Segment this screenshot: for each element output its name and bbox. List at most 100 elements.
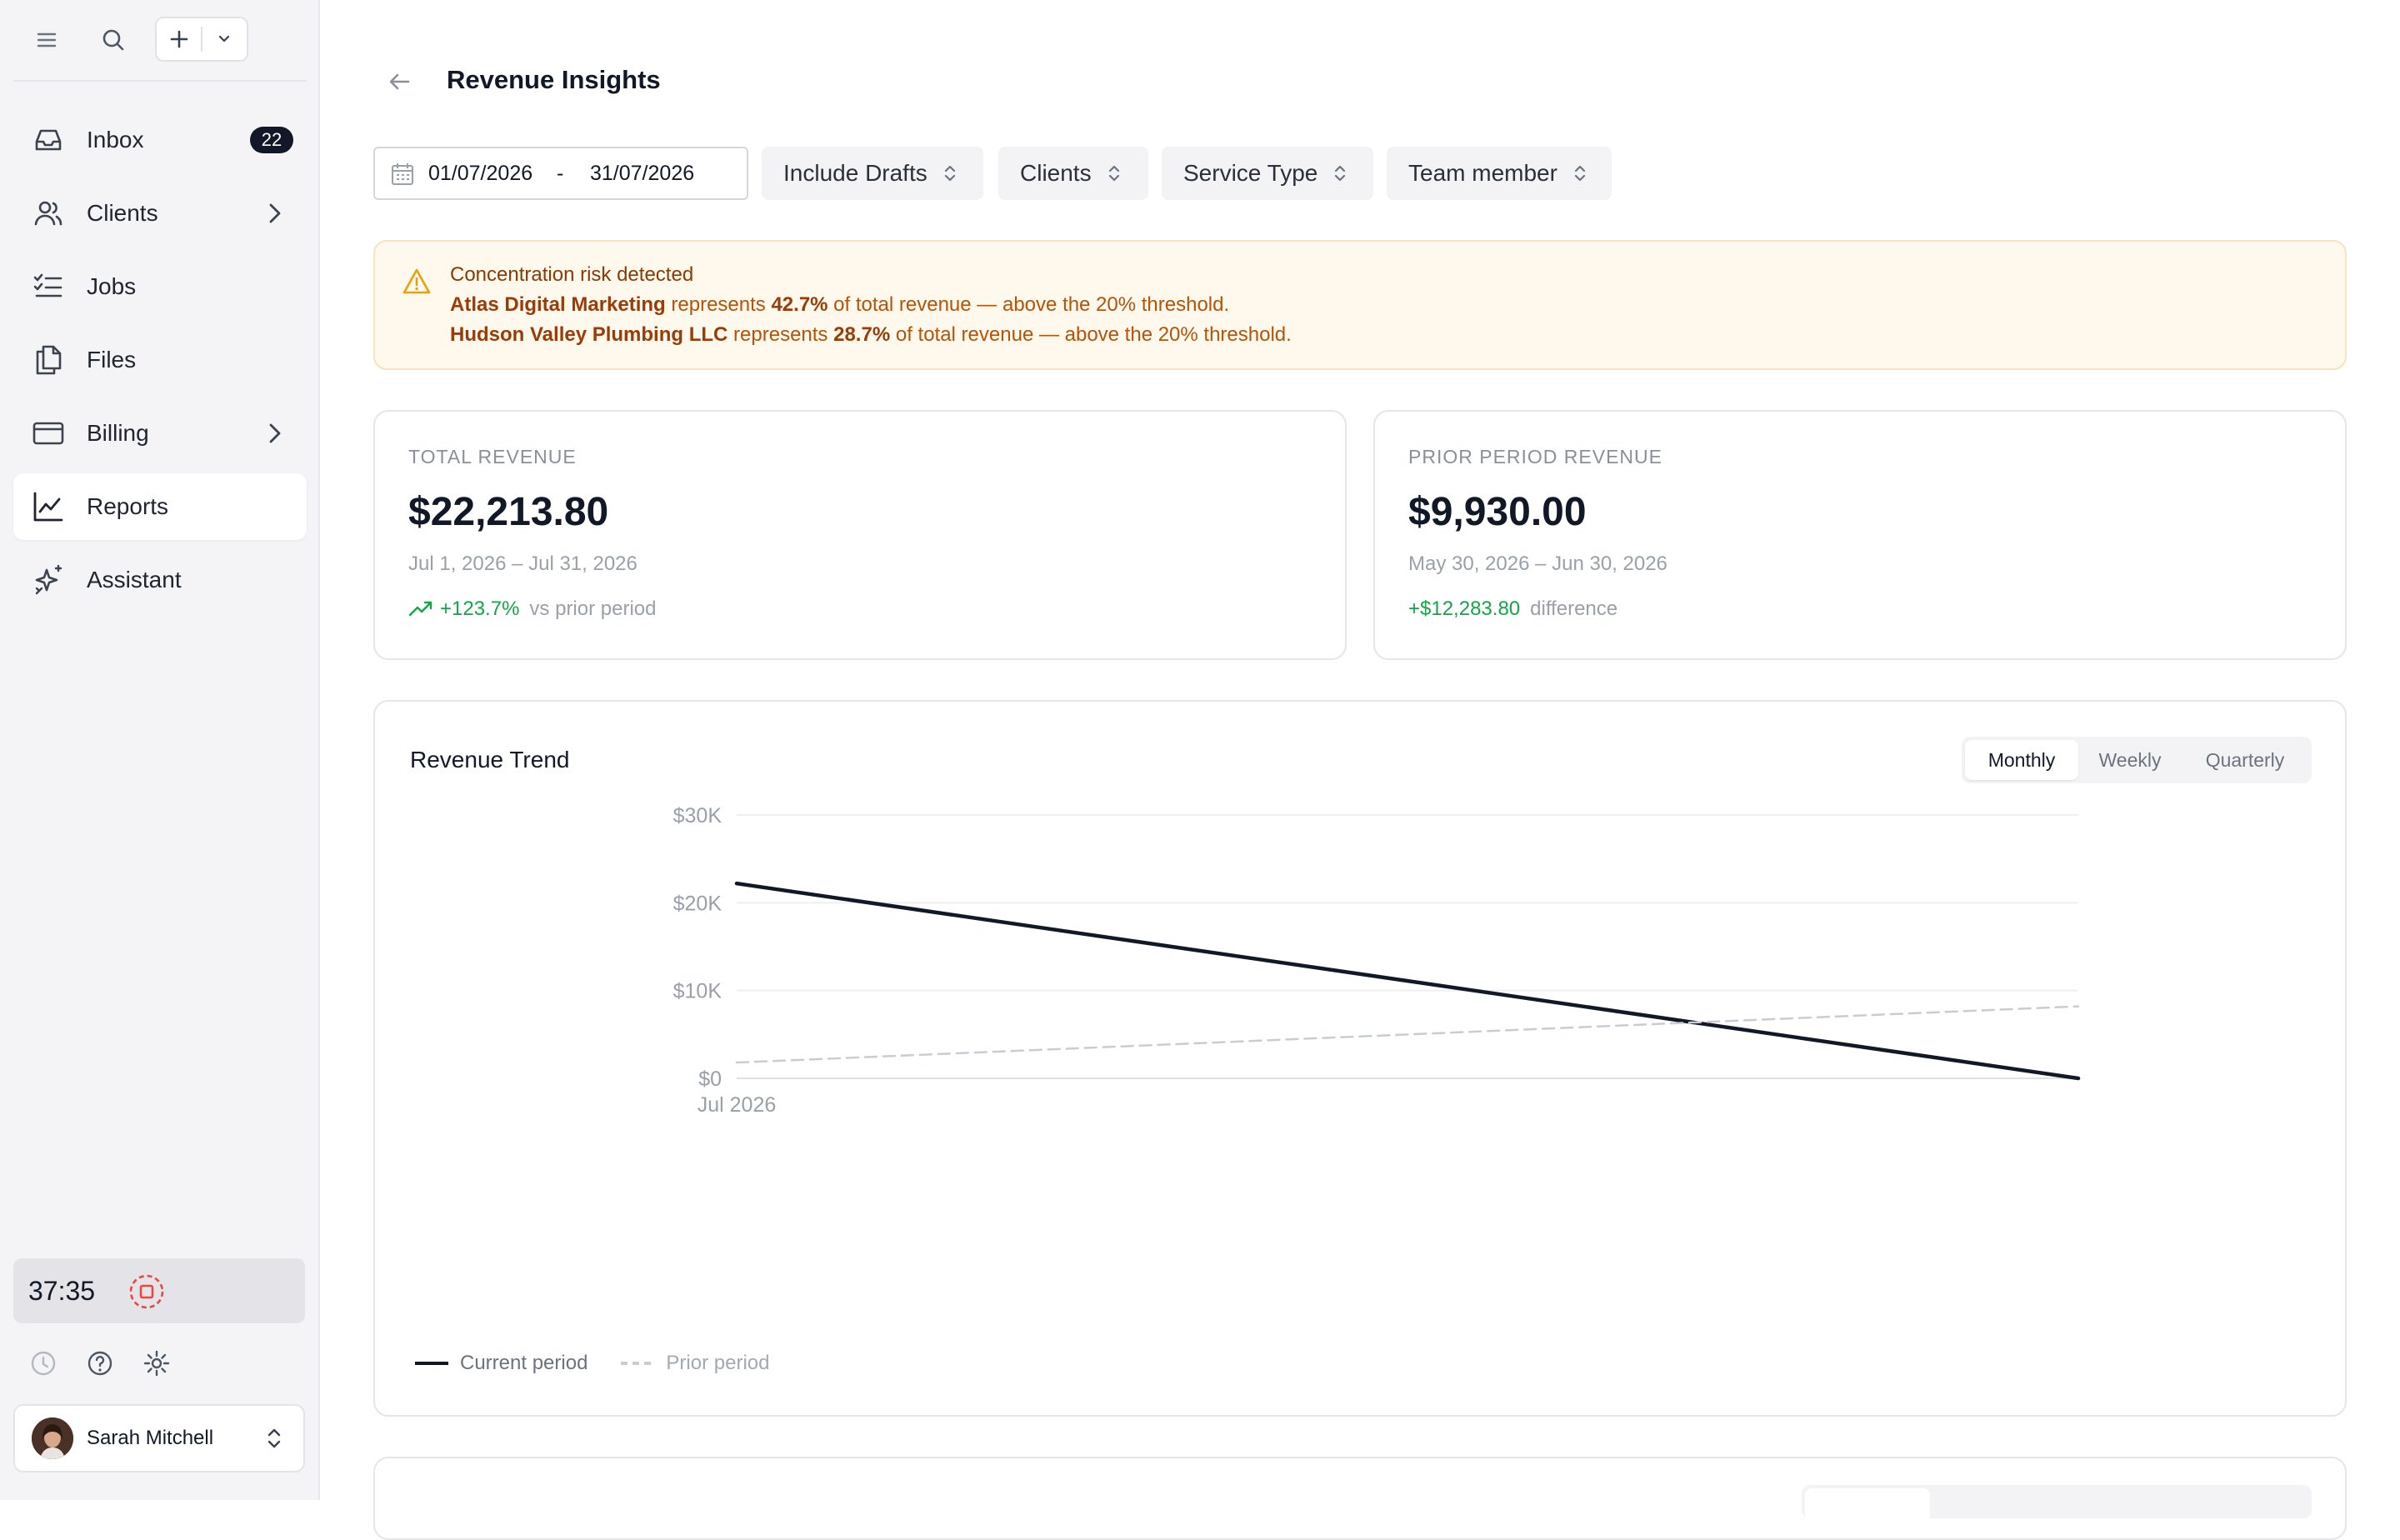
sidebar-item-reports[interactable]: Reports — [13, 473, 307, 540]
alert-text: represents — [728, 323, 834, 346]
delta-value: +$12,283.80 — [1408, 598, 1521, 620]
sidebar-item-label: Reports — [87, 493, 169, 519]
line-chart-icon — [33, 492, 63, 522]
sidebar-item-inbox[interactable]: Inbox 22 — [13, 107, 307, 173]
legend-label: Prior period — [666, 1352, 770, 1374]
legend-swatch-prior — [621, 1362, 655, 1365]
sidebar-item-label: Billing — [87, 420, 149, 446]
sidebar-item-label: Jobs — [87, 273, 137, 299]
tab-quarterly[interactable]: Quarterly — [2205, 749, 2285, 771]
help-icon[interactable] — [85, 1348, 115, 1378]
date-range-picker[interactable]: 01/07/2026 - 31/07/2026 — [373, 147, 748, 200]
alert-line: Atlas Digital Marketing represents 42.7%… — [450, 290, 1229, 320]
checklist-icon — [33, 273, 62, 298]
client-name: Hudson Valley Plumbing LLC — [450, 323, 728, 346]
stat-label: TOTAL REVENUE — [408, 446, 577, 468]
chevron-up-down-icon — [944, 165, 955, 182]
stat-label: PRIOR PERIOD REVENUE — [1408, 446, 1662, 468]
chart-title: Revenue Trend — [410, 747, 570, 772]
sidebar-divider — [13, 80, 307, 82]
sidebar-item-clients[interactable]: Clients — [13, 180, 307, 247]
y-tick-label: $10K — [673, 980, 722, 1003]
stat-value: $9,930.00 — [1408, 490, 1587, 534]
button-divider — [201, 27, 202, 52]
tab-weekly[interactable]: Weekly — [2098, 749, 2162, 771]
calendar-icon — [392, 163, 413, 185]
revenue-share: 28.7% — [833, 323, 891, 346]
y-tick-label: $0 — [698, 1068, 722, 1091]
chart-legend: Current period Prior period — [415, 1352, 802, 1375]
filter-label: Include Drafts — [783, 160, 928, 186]
user-switcher[interactable]: Sarah Mitchell — [13, 1404, 305, 1472]
clients-filter[interactable]: Clients — [998, 147, 1148, 200]
alert-text: represents — [665, 293, 772, 316]
filter-label: Clients — [1020, 160, 1092, 186]
total-revenue-card: TOTAL REVENUE $22,213.80 Jul 1, 2026 – J… — [373, 410, 1347, 660]
credit-card-icon — [32, 422, 64, 445]
client-name: Atlas Digital Marketing — [450, 293, 666, 316]
chevron-down-icon[interactable] — [202, 18, 247, 60]
filter-label: Service Type — [1183, 160, 1318, 186]
search-icon[interactable] — [95, 22, 132, 58]
alert-text: of total revenue — above the 20% thresho… — [890, 323, 1292, 346]
sidebar-item-assistant[interactable]: Assistant — [13, 547, 307, 613]
revenue-trend-chart: $0 $10K $20K $30K Jul 2026 — [673, 804, 2081, 1117]
legend-prior: Prior period — [621, 1352, 769, 1375]
delta-value: +123.7% — [440, 598, 520, 620]
end-date-input[interactable]: 31/07/2026 — [590, 162, 695, 185]
delta-note: difference — [1530, 598, 1618, 620]
service-type-filter[interactable]: Service Type — [1162, 147, 1373, 200]
sparkles-icon — [35, 564, 62, 595]
current-period-line — [734, 881, 2081, 1081]
chevron-up-down-icon — [1335, 165, 1346, 182]
chevron-right-icon[interactable] — [260, 198, 290, 228]
plus-icon[interactable] — [157, 18, 201, 60]
inbox-count-badge: 22 — [250, 127, 293, 153]
files-icon — [36, 345, 62, 375]
chevron-right-icon[interactable] — [260, 418, 290, 448]
timer-display: 37:35 — [28, 1276, 96, 1306]
period-toggle: Monthly Weekly Quarterly — [1962, 737, 2312, 783]
new-item-button[interactable] — [155, 17, 248, 62]
user-name: Sarah Mitchell — [87, 1427, 214, 1449]
breakdown-toggle — [1802, 1485, 2312, 1522]
alert-line: Hudson Valley Plumbing LLC represents 28… — [450, 320, 1292, 350]
sidebar-item-label: Files — [87, 347, 137, 372]
stat-date-range: Jul 1, 2026 – Jul 31, 2026 — [408, 552, 638, 575]
alert-text: of total revenue — above the 20% thresho… — [828, 293, 1230, 316]
delta-note: vs prior period — [529, 598, 657, 620]
sidebar-item-label: Inbox — [87, 127, 144, 152]
legend-swatch-current — [415, 1362, 448, 1365]
stat-value: $22,213.80 — [408, 490, 609, 534]
avatar — [32, 1418, 73, 1459]
tab-monthly[interactable]: Monthly — [1965, 740, 2078, 780]
stop-timer-icon[interactable] — [128, 1273, 165, 1310]
inbox-icon — [35, 129, 62, 151]
prior-period-line — [735, 1005, 2080, 1064]
chevron-up-down-icon — [1108, 165, 1119, 182]
chevron-up-down-icon — [268, 1428, 281, 1448]
menu-icon[interactable] — [28, 22, 65, 58]
chevron-up-down-icon — [1574, 165, 1586, 182]
date-range-separator: - — [557, 162, 564, 185]
sidebar-item-jobs[interactable]: Jobs — [13, 253, 307, 320]
stat-delta: +$12,283.80 difference — [1408, 595, 1618, 623]
history-icon[interactable] — [28, 1348, 58, 1378]
team-member-filter[interactable]: Team member — [1387, 147, 1612, 200]
time-tracker[interactable]: 37:35 — [13, 1258, 305, 1323]
sidebar-item-billing[interactable]: Billing — [13, 400, 307, 467]
revenue-trend-card: Revenue Trend Monthly Weekly Quarterly $… — [373, 700, 2347, 1417]
gear-icon[interactable] — [142, 1348, 172, 1378]
legend-label: Current period — [460, 1352, 588, 1374]
start-date-input[interactable]: 01/07/2026 — [428, 162, 533, 185]
trending-up-icon — [408, 601, 432, 617]
page-title: Revenue Insights — [447, 65, 661, 94]
sidebar-item-files[interactable]: Files — [13, 327, 307, 393]
concentration-risk-alert: Concentration risk detected Atlas Digita… — [373, 240, 2347, 370]
sidebar-item-label: Assistant — [87, 567, 182, 592]
stat-delta: +123.7% vs prior period — [408, 595, 656, 623]
breakdown-toggle-selected[interactable] — [1805, 1488, 1930, 1522]
sidebar-toolbar — [0, 0, 320, 80]
back-arrow-icon[interactable] — [383, 65, 417, 98]
include-drafts-filter[interactable]: Include Drafts — [762, 147, 983, 200]
